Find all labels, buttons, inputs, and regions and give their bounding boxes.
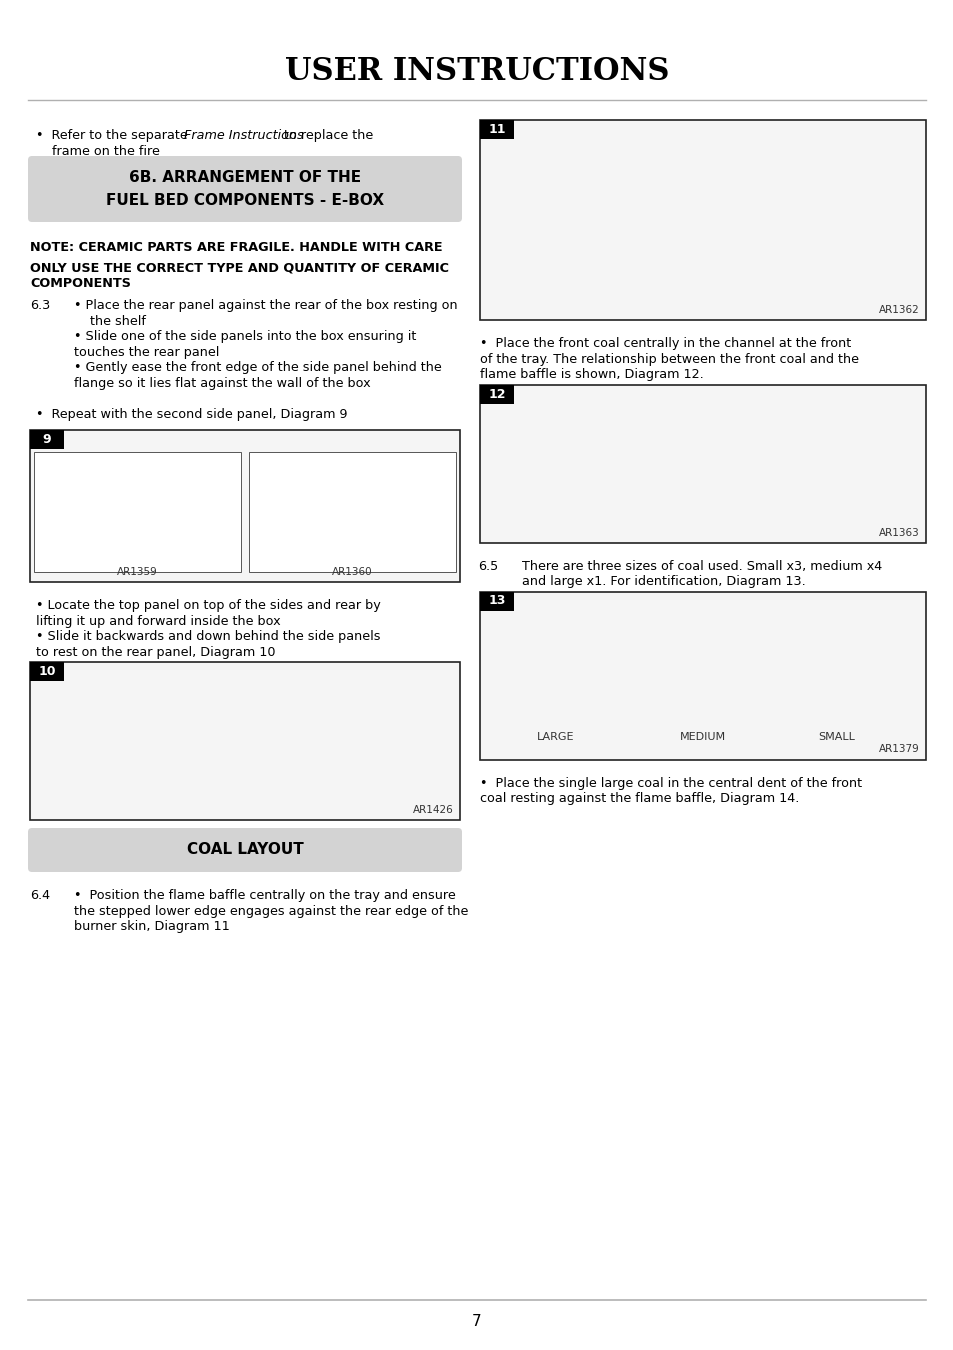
- Text: • Place the rear panel against the rear of the box resting on: • Place the rear panel against the rear …: [74, 300, 457, 312]
- Bar: [30, 431, 64, 450]
- Bar: [479, 385, 925, 543]
- Text: AR1379: AR1379: [879, 744, 919, 755]
- Text: touches the rear panel: touches the rear panel: [74, 346, 219, 359]
- Text: of the tray. The relationship between the front coal and the: of the tray. The relationship between th…: [479, 352, 858, 366]
- Text: 6.3: 6.3: [30, 300, 51, 312]
- Text: •  Position the flame baffle centrally on the tray and ensure: • Position the flame baffle centrally on…: [74, 890, 456, 902]
- Bar: [30, 662, 459, 819]
- Text: •  Place the single large coal in the central dent of the front: • Place the single large coal in the cen…: [479, 776, 862, 790]
- Text: • Locate the top panel on top of the sides and rear by: • Locate the top panel on top of the sid…: [36, 599, 380, 612]
- Text: MEDIUM: MEDIUM: [679, 732, 725, 741]
- Text: flange so it lies flat against the wall of the box: flange so it lies flat against the wall …: [74, 377, 370, 390]
- Bar: [30, 431, 459, 582]
- Text: coal resting against the flame baffle, Diagram 14.: coal resting against the flame baffle, D…: [479, 792, 799, 805]
- Text: 11: 11: [488, 123, 505, 136]
- Bar: [479, 591, 514, 610]
- Bar: [479, 385, 514, 404]
- Text: 7: 7: [472, 1315, 481, 1330]
- Text: • Gently ease the front edge of the side panel behind the: • Gently ease the front edge of the side…: [74, 362, 441, 374]
- Text: and large x1. For identification, Diagram 13.: and large x1. For identification, Diagra…: [521, 575, 805, 589]
- Text: the shelf: the shelf: [74, 315, 146, 328]
- Text: flame baffle is shown, Diagram 12.: flame baffle is shown, Diagram 12.: [479, 369, 703, 381]
- Text: COAL LAYOUT: COAL LAYOUT: [187, 842, 303, 857]
- Text: •  Repeat with the second side panel, Diagram 9: • Repeat with the second side panel, Dia…: [36, 408, 347, 421]
- Text: AR1359: AR1359: [117, 567, 157, 576]
- Bar: [479, 120, 925, 320]
- Text: • Slide it backwards and down behind the side panels: • Slide it backwards and down behind the…: [36, 630, 380, 643]
- Text: COMPONENTS: COMPONENTS: [30, 277, 131, 290]
- Text: to rest on the rear panel, Diagram 10: to rest on the rear panel, Diagram 10: [36, 645, 275, 659]
- FancyBboxPatch shape: [28, 157, 461, 221]
- Text: Frame Instructions: Frame Instructions: [184, 130, 303, 142]
- Text: AR1362: AR1362: [879, 305, 919, 315]
- Bar: [34, 452, 241, 572]
- Text: frame on the fire: frame on the fire: [52, 144, 160, 158]
- Text: lifting it up and forward inside the box: lifting it up and forward inside the box: [36, 614, 280, 628]
- Text: the stepped lower edge engages against the rear edge of the: the stepped lower edge engages against t…: [74, 904, 468, 918]
- Bar: [479, 120, 514, 139]
- Bar: [249, 452, 456, 572]
- Text: •  Refer to the separate: • Refer to the separate: [36, 130, 192, 142]
- Text: AR1426: AR1426: [413, 805, 454, 815]
- Bar: [479, 591, 925, 760]
- Text: NOTE: CERAMIC PARTS ARE FRAGILE. HANDLE WITH CARE: NOTE: CERAMIC PARTS ARE FRAGILE. HANDLE …: [30, 242, 442, 254]
- FancyBboxPatch shape: [28, 828, 461, 872]
- Text: 13: 13: [488, 594, 505, 608]
- Bar: [30, 662, 64, 680]
- Text: USER INSTRUCTIONS: USER INSTRUCTIONS: [284, 57, 669, 88]
- Text: 6.5: 6.5: [477, 560, 497, 572]
- Text: AR1363: AR1363: [879, 528, 919, 537]
- Text: •  Place the front coal centrally in the channel at the front: • Place the front coal centrally in the …: [479, 338, 850, 350]
- Text: 9: 9: [43, 433, 51, 446]
- Text: SMALL: SMALL: [818, 732, 854, 741]
- Text: 6.4: 6.4: [30, 890, 51, 902]
- Text: AR1360: AR1360: [332, 567, 373, 576]
- Text: ONLY USE THE CORRECT TYPE AND QUANTITY OF CERAMIC: ONLY USE THE CORRECT TYPE AND QUANTITY O…: [30, 261, 449, 274]
- Text: 6B. ARRANGEMENT OF THE
FUEL BED COMPONENTS - E-BOX: 6B. ARRANGEMENT OF THE FUEL BED COMPONEN…: [106, 170, 384, 208]
- Text: 12: 12: [488, 387, 505, 401]
- Text: 10: 10: [38, 666, 55, 678]
- Text: • Slide one of the side panels into the box ensuring it: • Slide one of the side panels into the …: [74, 331, 416, 343]
- Text: LARGE: LARGE: [537, 732, 574, 741]
- Text: to replace the: to replace the: [280, 130, 373, 142]
- Text: There are three sizes of coal used. Small x3, medium x4: There are three sizes of coal used. Smal…: [521, 560, 882, 572]
- Text: burner skin, Diagram 11: burner skin, Diagram 11: [74, 921, 230, 933]
